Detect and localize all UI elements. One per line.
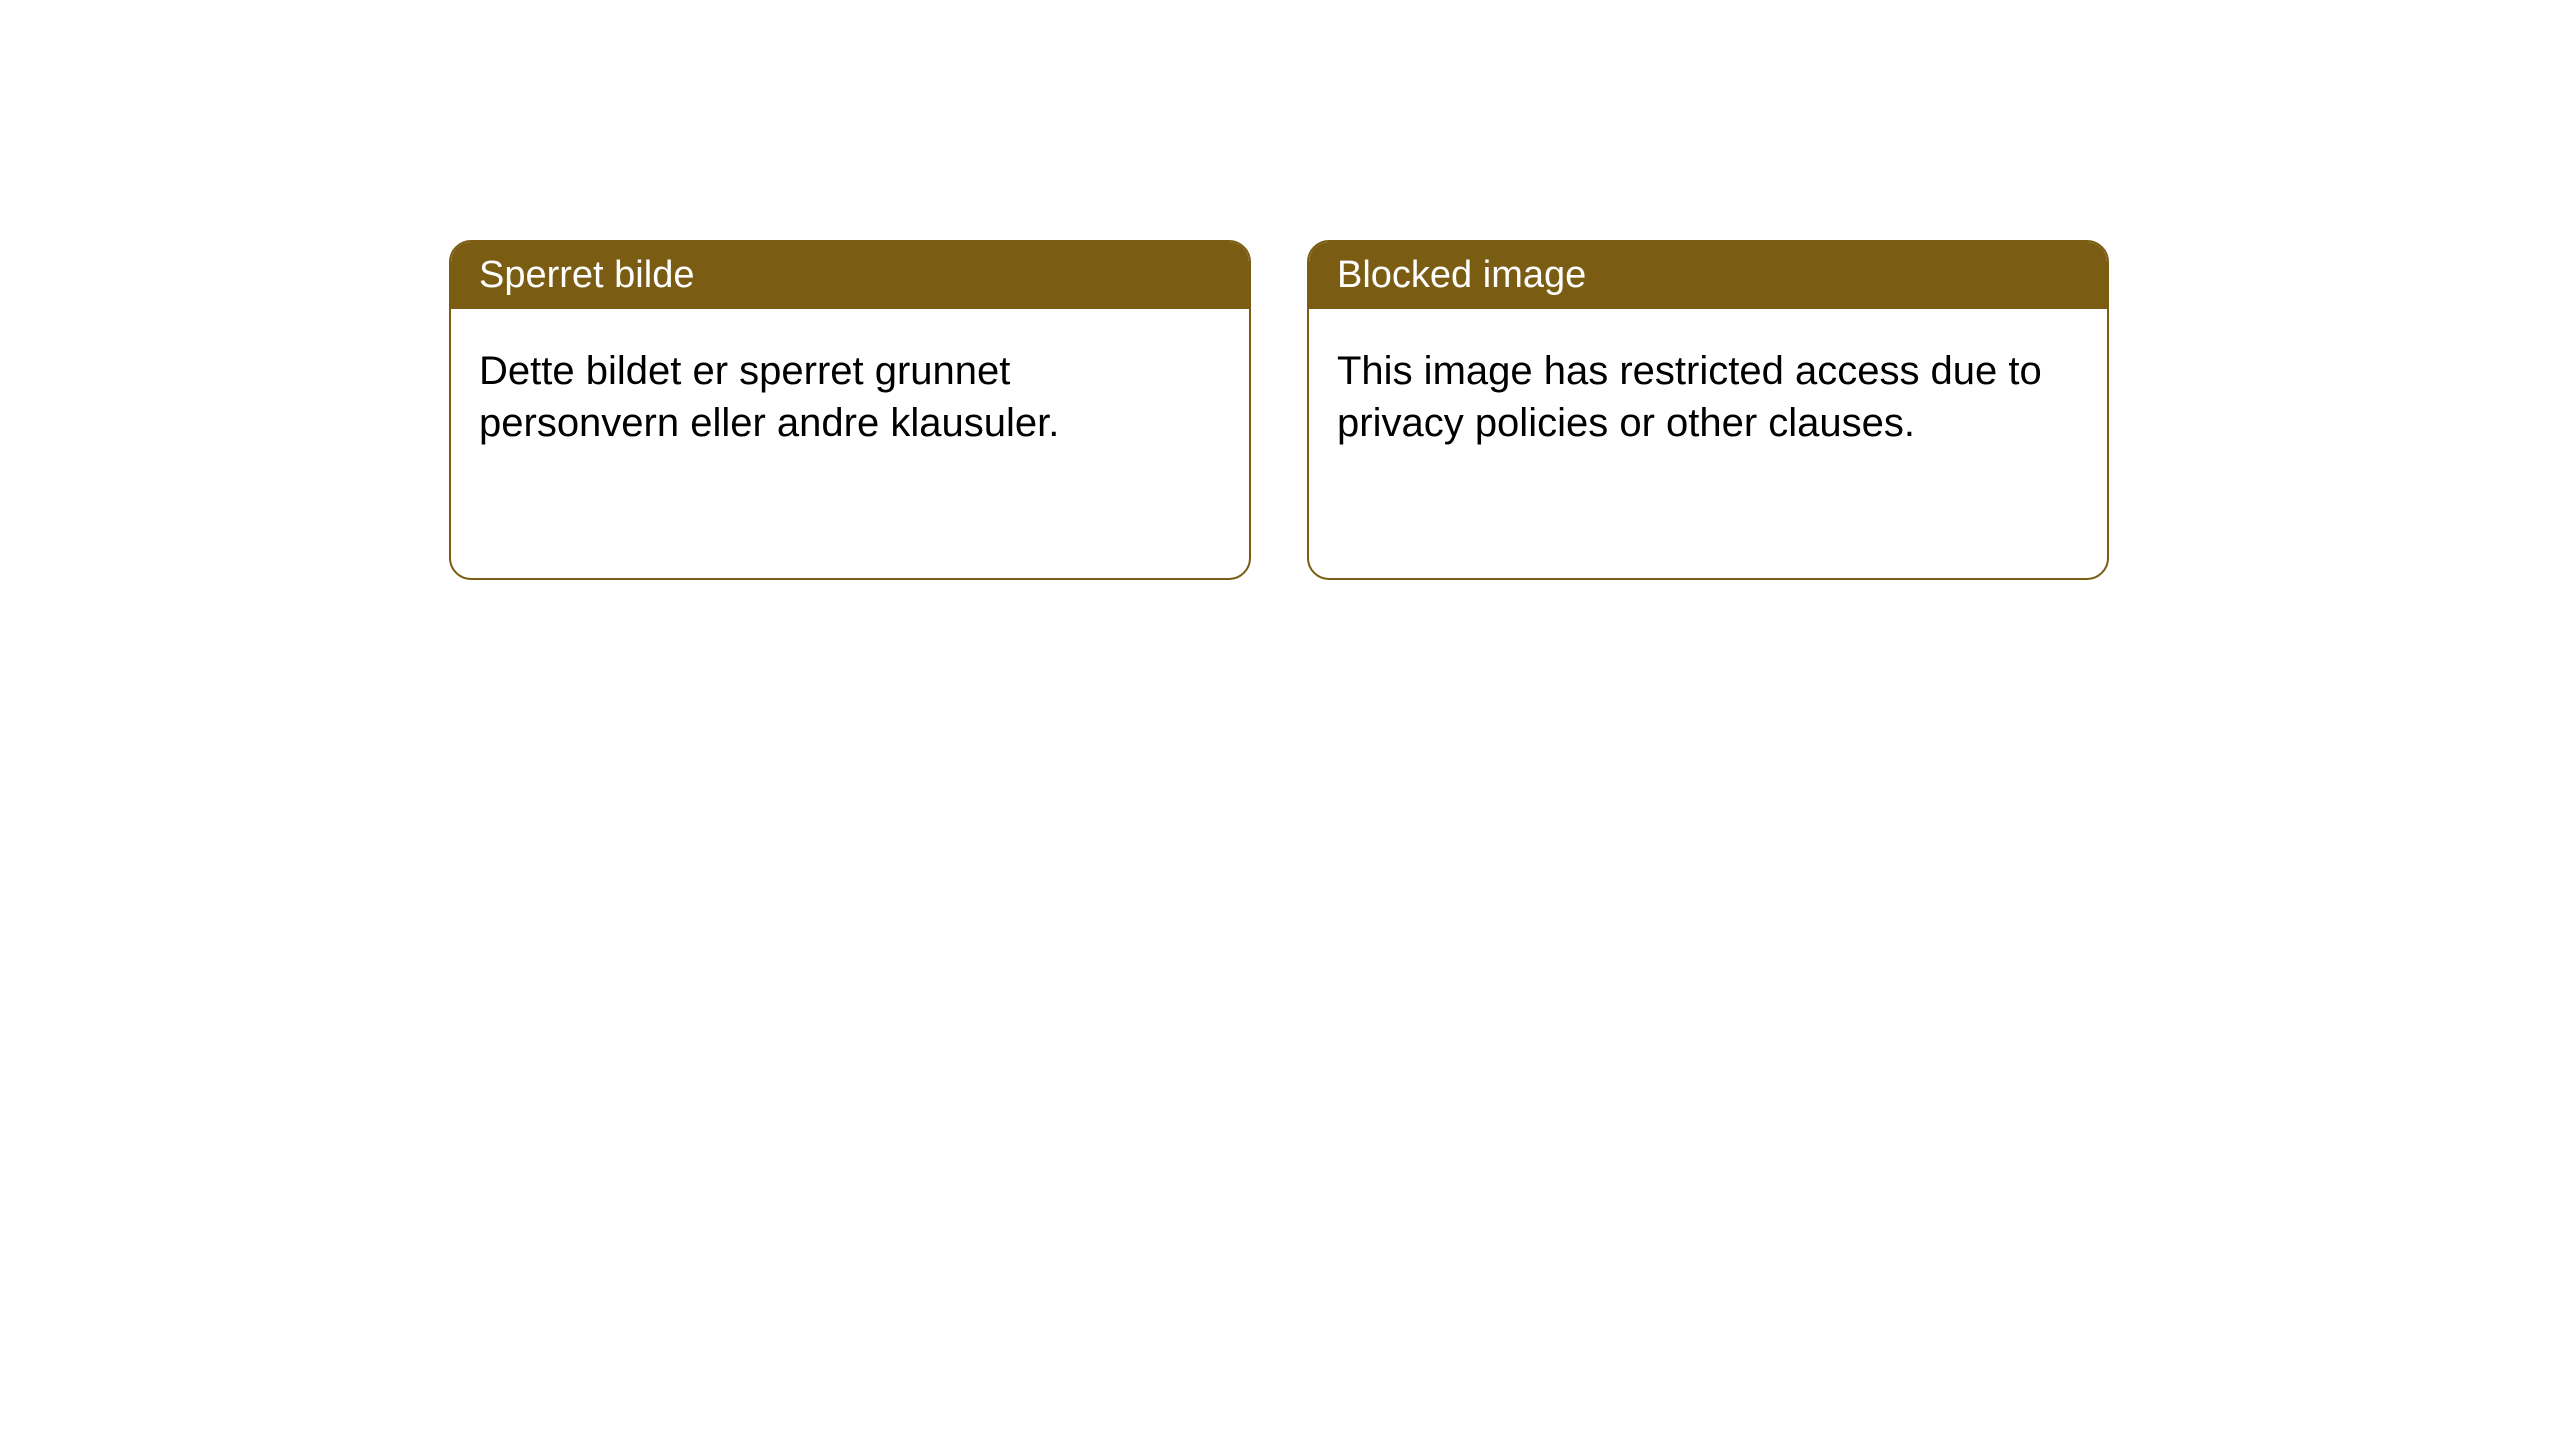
card-header: Blocked image (1309, 242, 2107, 309)
card-body: Dette bildet er sperret grunnet personve… (451, 309, 1249, 485)
card-body-text: This image has restricted access due to … (1337, 349, 2042, 445)
notice-card-norwegian: Sperret bilde Dette bildet er sperret gr… (449, 240, 1251, 580)
card-header: Sperret bilde (451, 242, 1249, 309)
card-body: This image has restricted access due to … (1309, 309, 2107, 485)
card-title: Blocked image (1337, 254, 1586, 296)
card-body-text: Dette bildet er sperret grunnet personve… (479, 349, 1059, 445)
notice-cards-container: Sperret bilde Dette bildet er sperret gr… (449, 240, 2109, 580)
notice-card-english: Blocked image This image has restricted … (1307, 240, 2109, 580)
card-title: Sperret bilde (479, 254, 694, 296)
